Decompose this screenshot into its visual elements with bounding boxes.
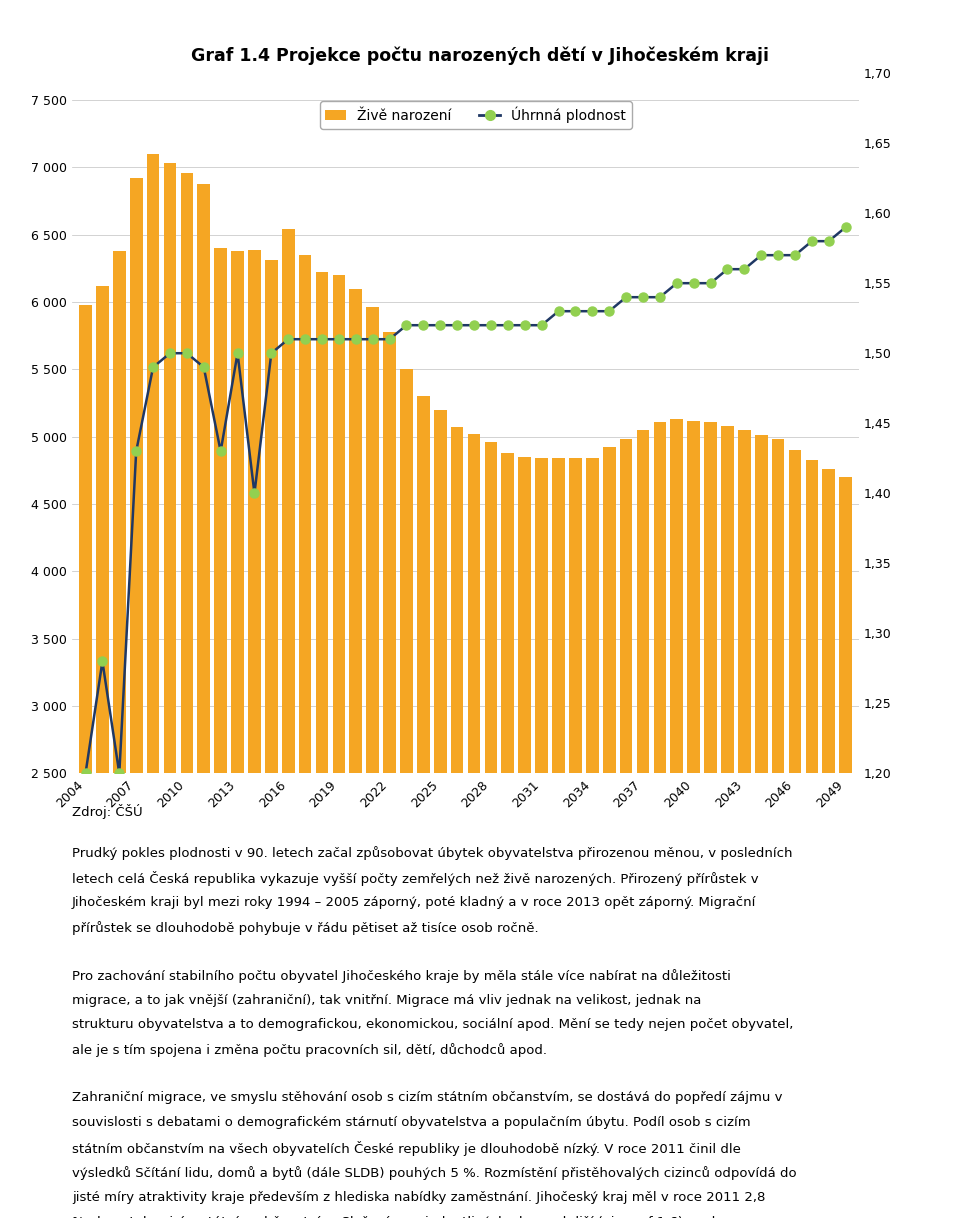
Bar — [552, 458, 564, 1110]
Bar — [485, 442, 497, 1110]
Bar — [130, 178, 142, 1110]
Bar — [231, 251, 244, 1110]
Bar — [214, 248, 227, 1110]
Bar — [198, 184, 210, 1110]
Text: % obyvatel s cizím státním občanstvím. Složení se v jednotlivých okresech liší (: % obyvatel s cizím státním občanstvím. S… — [72, 1216, 748, 1218]
Bar — [839, 477, 852, 1110]
Bar — [451, 428, 464, 1110]
Bar — [755, 435, 768, 1110]
Text: Graf 1.4 Projekce počtu narozených dětí v Jihočeském kraji: Graf 1.4 Projekce počtu narozených dětí … — [191, 46, 769, 65]
Text: výsledků Sčítání lidu, domů a bytů (dále SLDB) pouhých 5 %. Rozmístění přistěhov: výsledků Sčítání lidu, domů a bytů (dále… — [72, 1166, 797, 1180]
Bar — [468, 434, 480, 1110]
Text: migrace, a to jak vnější (zahraniční), tak vnitřní. Migrace má vliv jednak na ve: migrace, a to jak vnější (zahraniční), t… — [72, 994, 702, 1006]
Bar — [96, 286, 108, 1110]
Bar — [163, 163, 177, 1110]
Bar — [349, 289, 362, 1110]
Text: jisté míry atraktivity kraje především z hlediska nabídky zaměstnání. Jihočeský : jisté míry atraktivity kraje především z… — [72, 1191, 765, 1205]
Text: přírůstek se dlouhodobě pohybuje v řádu pětiset až tisíce osob ročně.: přírůstek se dlouhodobě pohybuje v řádu … — [72, 921, 539, 934]
Text: Jihočeském kraji byl mezi roky 1994 – 2005 záporný, poté kladný a v roce 2013 op: Jihočeském kraji byl mezi roky 1994 – 20… — [72, 895, 756, 909]
Legend: Živě narození, Úhrnná plodnost: Živě narození, Úhrnná plodnost — [320, 101, 632, 129]
Text: ale je s tím spojena i změna počtu pracovních sil, dětí, důchodců apod.: ale je s tím spojena i změna počtu praco… — [72, 1044, 547, 1057]
Bar — [620, 440, 633, 1110]
Bar — [332, 275, 346, 1110]
Bar — [518, 457, 531, 1110]
Bar — [180, 173, 193, 1110]
Bar — [789, 451, 802, 1110]
Bar — [248, 250, 261, 1110]
Bar — [383, 331, 396, 1110]
Bar — [113, 251, 126, 1110]
Bar — [79, 304, 92, 1110]
Bar — [569, 458, 582, 1110]
Text: souvislosti s debatami o demografickém stárnutí obyvatelstva a populačním úbytu.: souvislosti s debatami o demografickém s… — [72, 1117, 751, 1129]
Bar — [434, 409, 446, 1110]
Text: letech celá Česká republika vykazuje vyšší počty zemřelých než živě narozených. : letech celá Česká republika vykazuje vyš… — [72, 871, 758, 885]
Bar — [586, 458, 599, 1110]
Bar — [721, 426, 733, 1110]
Bar — [536, 458, 548, 1110]
Bar — [282, 229, 295, 1110]
Text: státním občanstvím na všech obyvatelích České republiky je dlouhodobě nízký. V r: státním občanstvím na všech obyvatelích … — [72, 1141, 741, 1156]
Bar — [654, 421, 666, 1110]
Bar — [772, 440, 784, 1110]
Bar — [299, 255, 311, 1110]
Bar — [400, 369, 413, 1110]
Bar — [805, 459, 818, 1110]
Bar — [316, 273, 328, 1110]
Bar — [147, 153, 159, 1110]
Bar — [265, 261, 277, 1110]
Text: Zahraniční migrace, ve smyslu stěhování osob s cizím státním občanstvím, se dost: Zahraniční migrace, ve smyslu stěhování … — [72, 1091, 782, 1105]
Text: Pro zachování stabilního počtu obyvatel Jihočeského kraje by měla stále více nab: Pro zachování stabilního počtu obyvatel … — [72, 968, 731, 983]
Text: strukturu obyvatelstva a to demografickou, ekonomickou, sociální apod. Mění se t: strukturu obyvatelstva a to demograficko… — [72, 1018, 793, 1032]
Text: Prudký pokles plodnosti v 90. letech začal způsobovat úbytek obyvatelstva přiroz: Prudký pokles plodnosti v 90. letech zač… — [72, 845, 793, 860]
Bar — [603, 447, 615, 1110]
Bar — [687, 420, 700, 1110]
Bar — [367, 307, 379, 1110]
Bar — [823, 469, 835, 1110]
Bar — [417, 396, 430, 1110]
Bar — [636, 430, 649, 1110]
Bar — [705, 421, 717, 1110]
Text: Zdroj: ČŠÚ: Zdroj: ČŠÚ — [72, 804, 143, 818]
Bar — [738, 430, 751, 1110]
Bar — [670, 419, 684, 1110]
Bar — [501, 453, 515, 1110]
